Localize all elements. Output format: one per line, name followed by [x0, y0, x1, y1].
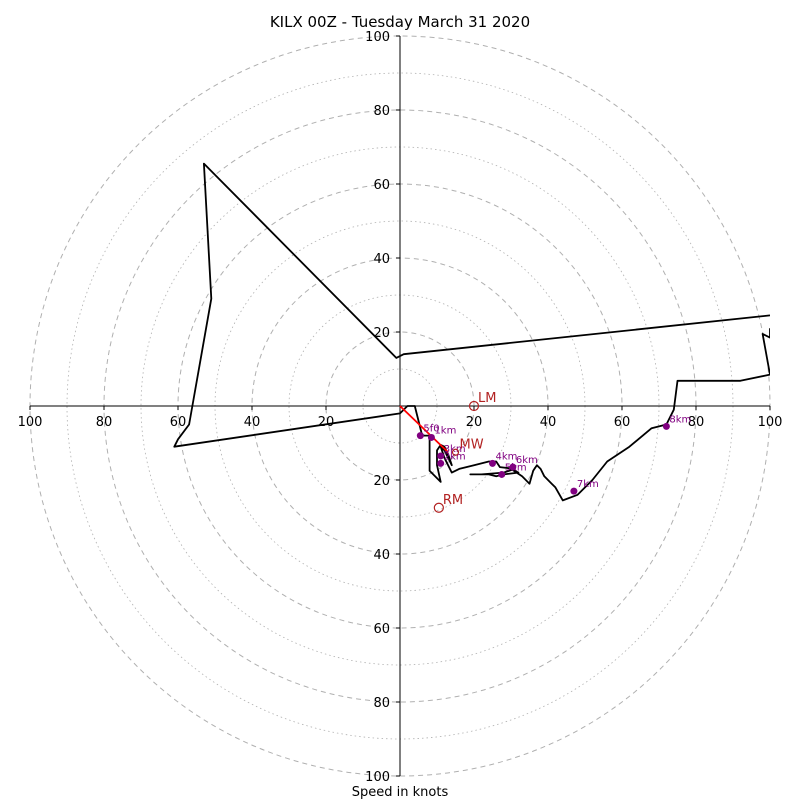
height-marker-label: 5f0: [423, 424, 439, 435]
y-tick-label: 60: [373, 622, 390, 637]
x-tick-label: 100: [758, 415, 783, 430]
y-tick-label: 80: [373, 696, 390, 711]
height-marker-label: 6km: [516, 455, 538, 466]
height-marker-dot: [437, 459, 445, 467]
x-tick-label: 20: [466, 415, 483, 430]
storm-motion-marker: [468, 400, 480, 412]
height-marker-dot: [509, 463, 517, 471]
chart-title: KILX 00Z - Tuesday March 31 2020: [270, 13, 530, 31]
height-marker-dot: [427, 433, 435, 441]
x-axis-label: Speed in knots: [352, 785, 449, 800]
x-tick-label: 40: [244, 415, 261, 430]
y-tick-label: 100: [365, 30, 390, 45]
y-tick-label: 80: [373, 104, 390, 119]
tick-labels: 100 80 60 40 20 20 40 60 80 100 100 80 60 40 20 20 40 60 8…: [18, 30, 783, 785]
shear-vector: [399, 405, 449, 453]
storm-motion-markers: LM RM MW: [433, 391, 496, 513]
height-marker-dot: [498, 470, 506, 478]
y-tick-label: 100: [365, 770, 390, 785]
hodograph-trace: [173, 162, 770, 502]
storm-motion-label: RM: [443, 493, 463, 508]
height-marker-dot: [437, 452, 445, 460]
x-tick-label: 40: [540, 415, 557, 430]
y-tick-label: 60: [373, 178, 390, 193]
height-marker-label: 1km: [434, 425, 456, 436]
height-marker-dot: [570, 487, 578, 495]
height-marker-label: 8km: [669, 414, 691, 425]
x-tick-label: 100: [18, 415, 43, 430]
y-tick-label: 20: [373, 326, 390, 341]
storm-motion-marker: [433, 502, 444, 513]
x-tick-label: 80: [96, 415, 113, 430]
height-marker-label: 2km: [444, 451, 466, 462]
hodograph-trace-group: [173, 162, 770, 502]
x-tick-label: 60: [614, 415, 631, 430]
storm-motion-label: MW: [460, 437, 484, 452]
height-marker-dot: [489, 459, 496, 467]
height-marker-dot: [662, 422, 670, 430]
height-marker-label: 4km: [496, 451, 518, 462]
height-marker-label: 7km: [577, 479, 599, 490]
y-tick-label: 40: [373, 548, 390, 563]
x-tick-label: 20: [318, 415, 335, 430]
x-tick-label: 60: [170, 415, 187, 430]
y-tick-label: 40: [373, 252, 390, 267]
height-marker-dot: [416, 432, 424, 440]
y-tick-label: 20: [373, 474, 390, 489]
height-marker-label: 5km: [505, 462, 527, 473]
mean-wind-marker: [451, 448, 460, 456]
x-tick-label: 80: [688, 415, 705, 430]
storm-motion-label: LM: [478, 391, 496, 406]
